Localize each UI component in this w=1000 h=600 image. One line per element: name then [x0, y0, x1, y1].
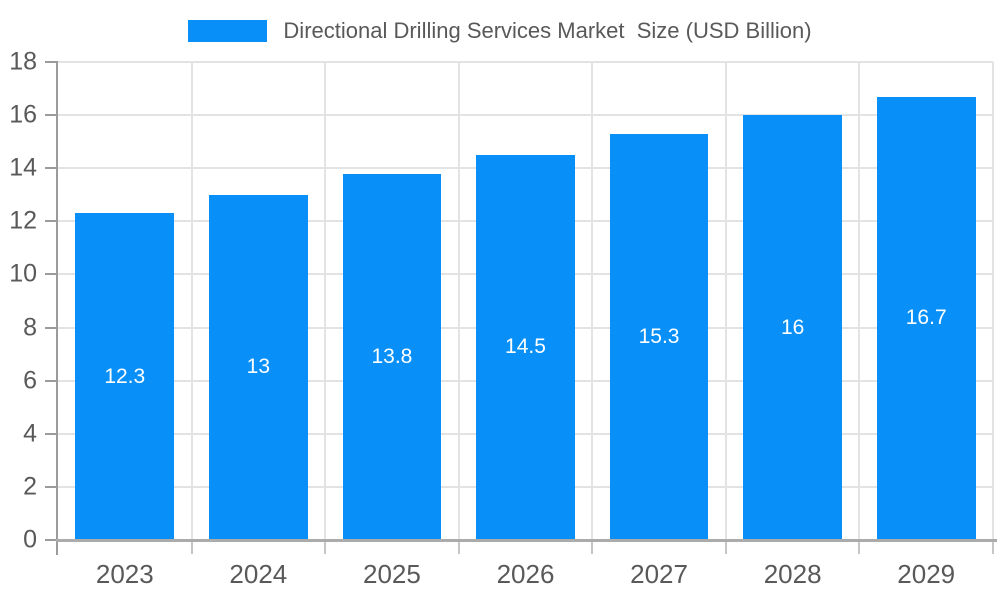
v-gridline [591, 62, 594, 540]
x-axis-tick [724, 540, 727, 554]
bar-value-label: 13.8 [371, 344, 413, 368]
bar-value-label: 14.5 [505, 335, 546, 359]
y-axis-tick [45, 220, 58, 223]
x-axis-tick [324, 540, 327, 554]
x-axis-tick-label: 2027 [630, 559, 688, 589]
y-axis-tick-label: 10 [9, 259, 37, 288]
bar-value-label: 12.3 [104, 364, 146, 388]
h-gridline [58, 61, 993, 63]
y-axis-tick [45, 485, 58, 488]
bar-value-label: 13 [246, 355, 271, 379]
legend[interactable]: Directional Drilling Services Market Siz… [0, 18, 1000, 44]
y-axis-tick [45, 432, 58, 435]
x-axis-tick-label: 2029 [897, 559, 956, 589]
bar-2028[interactable]: 16 [743, 115, 843, 540]
x-axis-tick-label: 2024 [229, 559, 288, 589]
bar-value-label: 15.3 [638, 324, 680, 348]
y-axis-tick-label: 16 [9, 100, 37, 129]
bar-2027[interactable]: 15.3 [609, 133, 709, 540]
y-axis-tick-label: 8 [23, 313, 37, 342]
y-axis-tick-label: 18 [9, 47, 37, 76]
bar-2026[interactable]: 14.5 [476, 154, 575, 540]
x-axis-tick-label: 2025 [363, 559, 421, 589]
v-gridline [858, 62, 861, 540]
x-axis-tick [992, 540, 994, 554]
plot-area: 0 2 4 6 8 10 12 14 16 18 12.3 2023 13 2024 13.8 2025 14.… [9, 48, 997, 589]
v-gridline [457, 62, 460, 540]
y-axis-tick [45, 326, 58, 329]
bar-2024[interactable]: 13 [208, 194, 308, 540]
y-axis-tick-label: 12 [9, 206, 37, 235]
bar-2029[interactable]: 16.7 [876, 96, 976, 540]
chart-title: Directional Drilling Services Market Siz… [283, 18, 812, 43]
legend-swatch [188, 20, 268, 42]
y-axis-tick-label: 2 [23, 472, 37, 501]
y-axis-tick [45, 114, 58, 117]
y-axis-tick-label: 6 [23, 366, 37, 395]
x-axis-tick-label: 2023 [95, 559, 154, 589]
y-axis-tick [45, 379, 58, 382]
v-gridline [324, 62, 327, 540]
x-axis-tick [190, 540, 193, 554]
y-axis-tick [45, 273, 58, 276]
bar-value-label: 16 [780, 315, 805, 339]
y-axis-tick-label: 0 [23, 525, 37, 554]
y-axis-tick-label: 4 [23, 419, 37, 448]
y-axis-tick [45, 61, 58, 63]
x-axis-tick-label: 2026 [496, 559, 555, 589]
h-gridline [58, 114, 993, 117]
bar-2023[interactable]: 12.3 [75, 213, 175, 540]
y-axis-line [56, 62, 58, 555]
x-axis-line [56, 539, 997, 542]
v-gridline [190, 62, 193, 540]
y-axis-tick-label: 14 [9, 153, 37, 182]
bar-value-label: 16.7 [905, 306, 947, 330]
y-axis-tick [45, 539, 58, 541]
x-axis-tick-label: 2028 [763, 559, 822, 589]
x-axis-tick [457, 540, 460, 554]
v-gridline [992, 62, 994, 540]
y-axis-tick [45, 167, 58, 170]
x-axis-tick [591, 540, 594, 554]
v-gridline [724, 62, 727, 540]
x-axis-tick [858, 540, 861, 554]
bar-2025[interactable]: 13.8 [342, 173, 442, 540]
